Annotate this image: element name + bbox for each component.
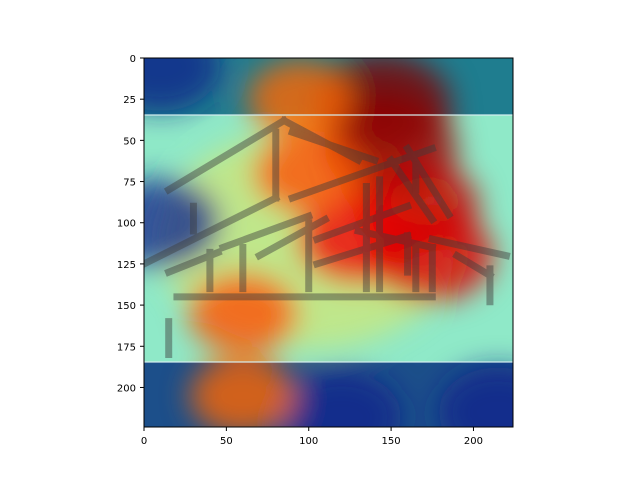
heat-hotspot-5 [254,133,364,214]
heat-coldspot-0 [144,58,221,112]
x-tick-label-2: 100 [299,436,318,447]
y-tick-label-7: 175 [117,342,136,353]
heat-coldspot-1 [438,367,513,427]
logo-stroke-11 [312,201,413,244]
logo-stroke-3 [144,193,281,268]
logo-stroke-24 [164,247,223,277]
y-tick-label-3: 75 [123,178,136,189]
logo-stroke-20 [428,235,511,260]
logo-stroke-5 [287,127,380,165]
logo-stroke-16 [386,155,438,225]
x-tick-label-1: 50 [220,436,233,447]
heat-core [347,93,418,122]
x-tick-label-4: 200 [464,436,483,447]
heat-blobs [144,58,513,427]
logo-stroke-12 [312,231,412,269]
y-tick-label-0: 0 [130,54,136,65]
heat-hotspot-6 [188,273,298,354]
logo-stroke-4 [287,144,437,203]
y-axis: 0 25 50 75 100 125 150 175 200 [117,54,144,394]
logo-stroke-15 [402,143,454,220]
y-tick-label-1: 25 [123,95,136,106]
logo-stroke-0 [163,115,289,195]
heat-hotspot-4 [370,210,495,302]
y-tick-label-8: 200 [117,383,136,394]
heat-coldspot-3 [281,372,402,427]
y-tick-label-4: 100 [117,219,136,230]
logo-stroke-21 [452,250,495,281]
house-logo [144,115,511,359]
heat-hotspot-7 [189,356,296,427]
y-tick-label-6: 150 [117,301,136,312]
plot-area [144,58,513,427]
plot-frame [143,57,514,428]
x-tick-label-3: 150 [382,436,401,447]
logo-stroke-27 [353,226,437,252]
heat-hotspot-8 [247,60,354,139]
logo-stroke-9 [254,214,330,261]
x-axis: 0 50 100 150 200 [141,427,483,447]
logo-stroke-7 [218,211,314,252]
x-tick-label-0: 0 [141,436,147,447]
heat-coldspot-2 [144,177,221,268]
logo-stroke-1 [279,115,363,165]
y-tick-label-2: 50 [123,136,136,147]
y-tick-label-5: 125 [117,260,136,271]
